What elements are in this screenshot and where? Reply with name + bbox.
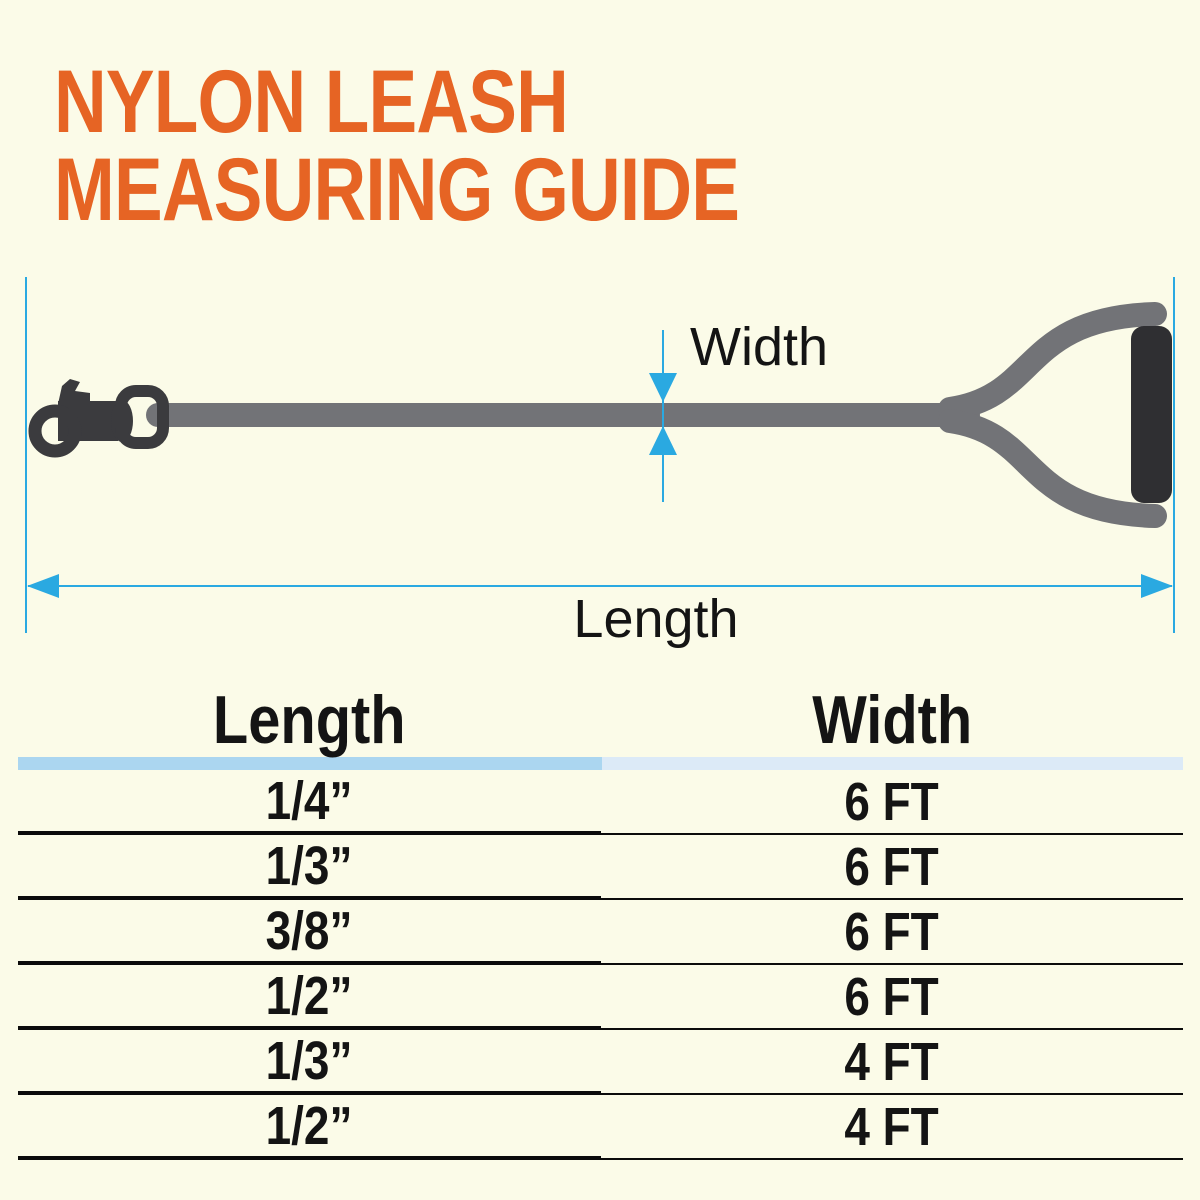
- length-dimension-lines: [25, 277, 1175, 633]
- header-accent-bar-left: [18, 757, 602, 770]
- length-value: 1/2”: [265, 1095, 353, 1156]
- width-value: 6 FT: [844, 966, 939, 1027]
- width-value: 6 FT: [844, 771, 939, 832]
- table-row: 1/4” 6 FT: [18, 770, 1183, 835]
- width-value: 6 FT: [844, 901, 939, 962]
- length-value: 1/3”: [265, 835, 353, 896]
- size-table: Length Width 1/4” 6 FT 1/3” 6 FT 3/8” 6 …: [18, 684, 1183, 1160]
- page-title: NYLON LEASH MEASURING GUIDE: [54, 51, 890, 239]
- clip-hook-eye: [28, 404, 82, 458]
- table-row: 1/3” 6 FT: [18, 835, 1183, 900]
- length-value: 1/3”: [265, 1030, 353, 1091]
- length-label: Length: [573, 589, 739, 649]
- length-value: 3/8”: [265, 900, 353, 961]
- clip-swivel-ring: [115, 385, 169, 449]
- leash-diagram: [25, 277, 1175, 633]
- length-arrowheads-icon: [27, 574, 1173, 598]
- width-label: Width: [690, 317, 829, 377]
- length-arrowhead-left: [27, 574, 59, 598]
- handle-loop-top: [938, 302, 1167, 421]
- table-row: 1/3” 4 FT: [18, 1030, 1183, 1095]
- snap-hook-clip-icon: [28, 379, 169, 458]
- handle-grip: [1131, 326, 1172, 503]
- length-value: 1/2”: [265, 965, 353, 1026]
- width-value: 4 FT: [844, 1096, 939, 1157]
- clip-gate-tab: [58, 379, 90, 404]
- width-arrowhead-down: [649, 373, 677, 402]
- column-header-width: Width: [811, 682, 972, 758]
- column-header-length: Length: [212, 682, 406, 758]
- leash-strap: [146, 403, 980, 427]
- handle-loop-bottom: [938, 409, 1167, 528]
- header-accent-bar-right: [602, 757, 1183, 770]
- width-value: 6 FT: [844, 836, 939, 897]
- length-arrowhead-right: [1141, 574, 1173, 598]
- leash-handle: [938, 302, 1172, 528]
- table-row: 1/2” 4 FT: [18, 1095, 1183, 1160]
- width-value: 4 FT: [844, 1031, 939, 1092]
- table-row: 1/2” 6 FT: [18, 965, 1183, 1030]
- header-accent-bar: [18, 757, 1183, 770]
- length-value: 1/4”: [265, 770, 353, 831]
- width-arrowheads-icon: [649, 373, 677, 455]
- width-arrowhead-up: [649, 426, 677, 455]
- table-header-row: Length Width: [18, 684, 1183, 757]
- title-line-1: NYLON LEASH: [54, 51, 569, 151]
- title-line-2: MEASURING GUIDE: [54, 139, 740, 239]
- table-row: 3/8” 6 FT: [18, 900, 1183, 965]
